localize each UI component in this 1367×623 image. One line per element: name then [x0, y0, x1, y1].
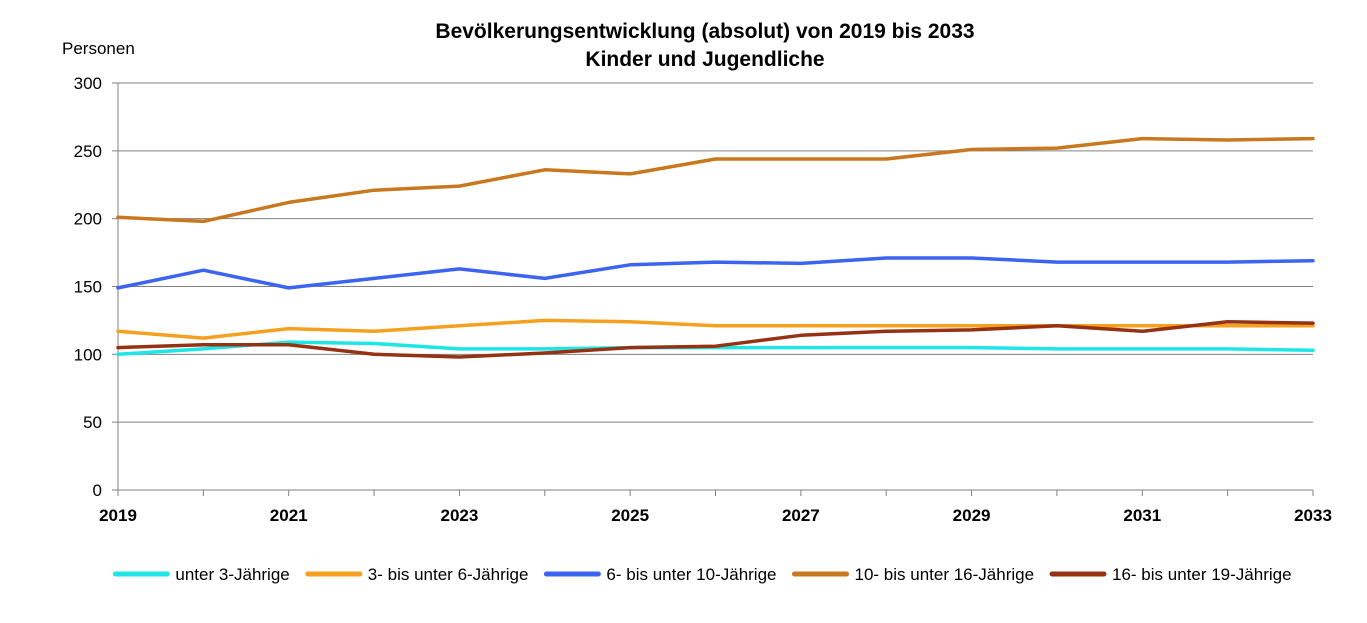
x-tick-label: 2033	[1294, 506, 1332, 525]
x-tick-label: 2031	[1123, 506, 1161, 525]
x-tick-label: 2023	[441, 506, 479, 525]
x-tick-label: 2019	[99, 506, 137, 525]
y-axis-label: Personen	[62, 39, 135, 58]
y-tick-label: 0	[93, 481, 102, 500]
y-tick-label: 150	[74, 278, 102, 297]
legend-item-2: 3- bis unter 6-Jährige	[305, 565, 529, 584]
series-line-3	[116, 256, 1315, 290]
legend-label: 16- bis unter 19-Jährige	[1112, 565, 1292, 584]
y-tick-label: 100	[74, 345, 102, 364]
legend-item-4: 10- bis unter 16-Jährige	[792, 565, 1035, 584]
legend: unter 3-Jährige 3- bis unter 6-Jährige 6- …	[112, 565, 1292, 584]
series-lines	[116, 136, 1315, 359]
x-tick-label: 2021	[270, 506, 308, 525]
gridlines	[118, 82, 1313, 423]
y-tick-label: 250	[74, 142, 102, 161]
legend-label: unter 3-Jährige	[175, 565, 289, 584]
chart-title: Bevölkerungsentwicklung (absolut) von 20…	[435, 20, 974, 43]
series-line-1	[116, 340, 1315, 357]
x-tick-label: 2027	[782, 506, 820, 525]
axes	[112, 82, 1314, 496]
chart-subtitle: Kinder und Jugendliche	[585, 48, 824, 71]
series-line-4	[116, 136, 1315, 224]
x-tick-label: 2029	[953, 506, 991, 525]
y-tick-labels: 0 50 100 150 200 250 300	[74, 74, 102, 500]
legend-label: 6- bis unter 10-Jährige	[606, 565, 776, 584]
x-tick-label: 2025	[611, 506, 649, 525]
x-tick-labels: 2019 2021 2023 2025 2027 2029 2031 2033	[99, 506, 1332, 525]
series-line-5	[116, 320, 1315, 359]
legend-item-3: 6- bis unter 10-Jährige	[543, 565, 776, 584]
y-tick-label: 50	[83, 413, 102, 432]
legend-label: 10- bis unter 16-Jährige	[855, 565, 1035, 584]
legend-item-5: 16- bis unter 19-Jährige	[1049, 565, 1292, 584]
legend-label: 3- bis unter 6-Jährige	[368, 565, 529, 584]
y-tick-label: 300	[74, 74, 102, 93]
series-line-2	[116, 318, 1315, 340]
legend-item-1: unter 3-Jährige	[112, 565, 290, 584]
y-tick-label: 200	[74, 210, 102, 229]
